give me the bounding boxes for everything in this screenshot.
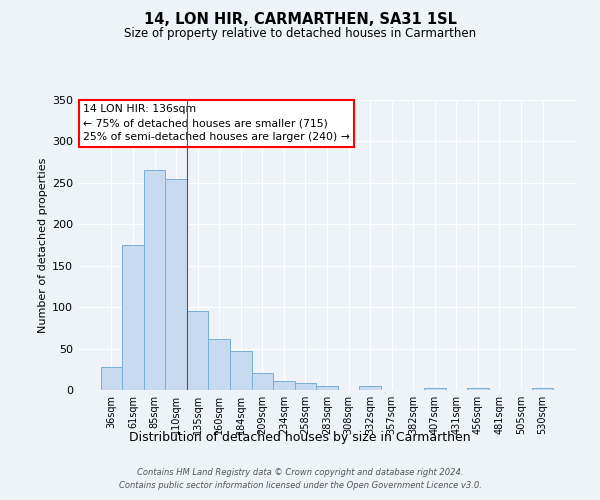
- Bar: [166, 178, 187, 390]
- Bar: [101, 367, 122, 390]
- Text: Distribution of detached houses by size in Carmarthen: Distribution of detached houses by size …: [129, 431, 471, 444]
- Bar: [208, 340, 230, 390]
- Bar: [251, 374, 273, 390]
- Bar: [532, 388, 553, 390]
- Text: 14 LON HIR: 136sqm
← 75% of detached houses are smaller (715)
25% of semi-detach: 14 LON HIR: 136sqm ← 75% of detached hou…: [83, 104, 350, 142]
- Y-axis label: Number of detached properties: Number of detached properties: [38, 158, 48, 332]
- Bar: [230, 351, 251, 390]
- Text: Contains HM Land Registry data © Crown copyright and database right 2024.: Contains HM Land Registry data © Crown c…: [137, 468, 463, 477]
- Text: Contains public sector information licensed under the Open Government Licence v3: Contains public sector information licen…: [119, 480, 481, 490]
- Bar: [144, 170, 166, 390]
- Text: 14, LON HIR, CARMARTHEN, SA31 1SL: 14, LON HIR, CARMARTHEN, SA31 1SL: [143, 12, 457, 28]
- Bar: [295, 384, 316, 390]
- Bar: [424, 388, 446, 390]
- Bar: [273, 381, 295, 390]
- Bar: [467, 388, 488, 390]
- Bar: [316, 386, 338, 390]
- Bar: [359, 386, 381, 390]
- Text: Size of property relative to detached houses in Carmarthen: Size of property relative to detached ho…: [124, 28, 476, 40]
- Bar: [122, 245, 144, 390]
- Bar: [187, 312, 208, 390]
